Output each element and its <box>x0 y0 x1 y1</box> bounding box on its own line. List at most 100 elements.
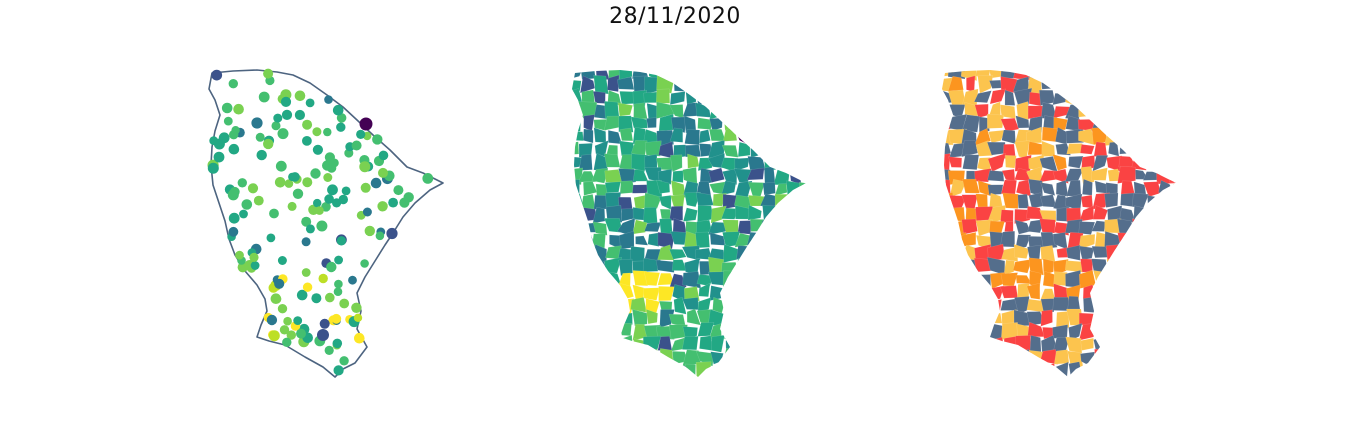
station-point <box>393 185 404 196</box>
station-point <box>277 128 289 140</box>
municipality-region <box>697 297 712 315</box>
municipality-region <box>1026 282 1041 300</box>
municipality-region <box>657 231 676 250</box>
municipality-region <box>748 181 766 198</box>
station-point <box>305 98 315 108</box>
municipality-region <box>1012 259 1033 274</box>
municipality-region <box>618 115 634 133</box>
municipality-region <box>709 101 724 120</box>
municipality-region <box>708 167 725 183</box>
station-point <box>318 273 328 284</box>
municipality-region <box>673 297 687 315</box>
municipality-region <box>605 205 623 223</box>
class-regions <box>942 70 1176 377</box>
municipality-region <box>1147 195 1160 210</box>
municipality-region <box>572 117 582 133</box>
municipality-region <box>669 91 686 105</box>
municipality-region <box>617 102 633 117</box>
municipality-region <box>978 116 990 133</box>
station-point <box>360 259 369 268</box>
station-point <box>256 149 267 161</box>
municipality-region <box>1040 231 1058 250</box>
municipality-region <box>683 286 700 302</box>
municipality-region <box>697 157 713 171</box>
municipality-region <box>999 104 1016 119</box>
municipality-region <box>1080 258 1093 273</box>
municipality-region <box>1092 155 1109 172</box>
station-point <box>351 140 362 151</box>
municipality-region <box>581 193 596 211</box>
municipality-region <box>746 231 766 249</box>
municipality-region <box>1117 232 1134 250</box>
station-point <box>263 68 274 79</box>
classified-choropleth-map <box>918 55 1218 385</box>
station-point <box>293 316 303 325</box>
station-point <box>235 250 244 260</box>
station-point <box>221 102 233 114</box>
municipality-region <box>695 102 711 118</box>
municipality-region <box>1002 192 1019 209</box>
municipality-region <box>1080 337 1094 351</box>
station-point <box>321 202 331 212</box>
municipality-region <box>631 309 648 327</box>
state-outline <box>208 69 444 378</box>
municipality-region <box>669 273 687 288</box>
classified-choropleth-svg <box>942 70 1176 377</box>
municipality-region <box>1040 182 1056 196</box>
municipality-region <box>949 178 967 198</box>
municipality-region <box>646 117 657 129</box>
municipality-region <box>685 144 702 158</box>
station-point <box>237 178 247 188</box>
municipality-region <box>1004 89 1016 106</box>
station-point <box>327 184 338 196</box>
municipality-region <box>1052 153 1067 171</box>
municipality-region <box>645 308 658 325</box>
station-point <box>356 129 366 139</box>
municipality-region <box>682 207 698 222</box>
municipality-region <box>642 287 660 301</box>
station-point <box>326 261 337 273</box>
municipality-region <box>712 363 725 377</box>
station-point <box>305 224 315 234</box>
municipality-region <box>659 348 674 368</box>
municipality-region <box>961 114 980 133</box>
municipality-region <box>710 205 727 224</box>
municipality-region <box>1068 323 1083 342</box>
station-point <box>207 162 219 174</box>
municipality-region <box>643 271 661 286</box>
municipality-region <box>1132 218 1148 235</box>
municipality-region <box>1080 144 1095 155</box>
municipality-region <box>1016 101 1030 120</box>
station-point <box>333 287 343 296</box>
municipality-region <box>591 167 609 184</box>
municipality-region <box>1004 155 1017 169</box>
municipality-region <box>607 74 620 93</box>
station-point <box>334 255 343 265</box>
municipality-region <box>1003 259 1015 276</box>
municipality-region <box>684 129 700 146</box>
municipality-region <box>986 256 1006 276</box>
station-point <box>378 167 388 178</box>
municipality-region <box>722 322 739 340</box>
station-point <box>302 282 313 292</box>
municipality-region <box>1000 209 1014 223</box>
station-point <box>336 236 347 246</box>
municipality-region <box>1172 181 1176 198</box>
municipality-region <box>592 221 608 236</box>
station-point <box>377 201 388 212</box>
station-point <box>364 225 375 237</box>
municipality-region <box>947 76 964 92</box>
municipality-region <box>725 336 737 355</box>
station-point <box>359 161 371 173</box>
station-point <box>324 95 333 104</box>
municipality-region <box>619 323 632 337</box>
interp-regions <box>572 70 806 377</box>
interpolated-choropleth-svg <box>572 70 806 377</box>
station-point <box>312 144 323 155</box>
municipality-region <box>684 192 701 208</box>
municipality-region <box>1014 219 1031 235</box>
municipality-region <box>630 116 648 129</box>
municipality-region <box>582 181 598 196</box>
municipality-region <box>750 141 766 158</box>
municipality-region <box>1078 269 1097 289</box>
